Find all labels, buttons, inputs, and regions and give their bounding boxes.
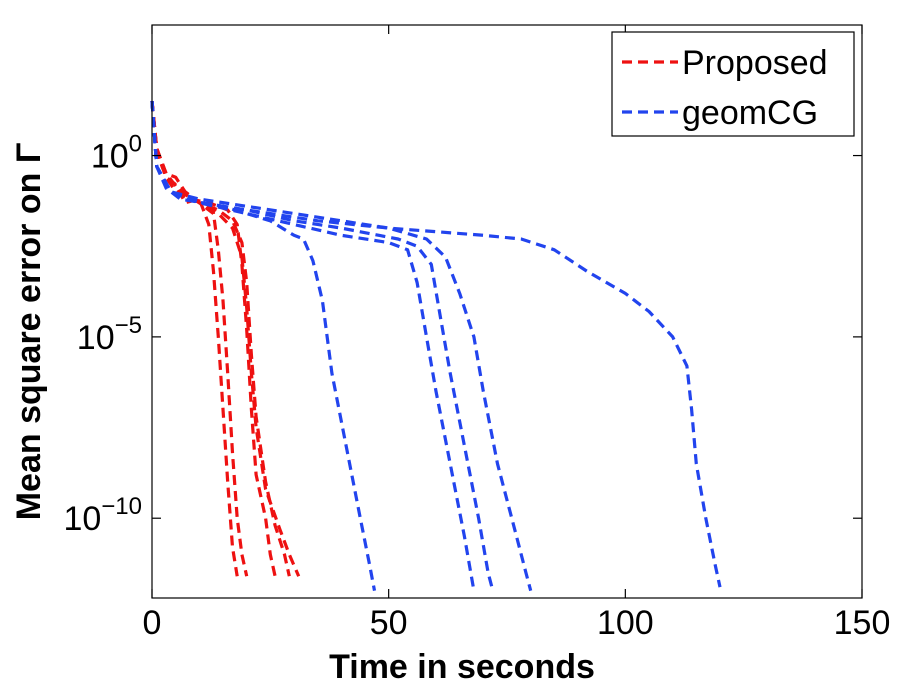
y-tick-base: 10 [91,138,129,176]
series-layer [150,101,722,592]
legend-box [611,31,855,137]
y-tick-label: 100 [91,131,142,176]
series-line-proposed-1 [150,101,239,577]
x-tick-label: 0 [143,604,162,642]
x-tick-label: 50 [370,604,408,642]
y-tick-label: 10−5 [77,312,142,357]
y-tick-exponent: −10 [101,493,142,520]
y-tick-exponent: −5 [115,312,142,339]
x-tick-label: 150 [834,604,891,642]
legend-label-geomcg: geomCG [682,94,818,132]
x-axis-label: Time in seconds [329,648,595,686]
series-line-geomcg-8 [150,101,495,592]
y-axis-label: Mean square error on Γ [10,143,48,521]
legend-label-proposed: Proposed [682,44,828,82]
y-tick-base: 10 [63,500,101,538]
axes-frame [151,24,863,599]
series-line-proposed-2 [150,101,249,577]
series-line-geomcg-6 [150,101,377,591]
series-line-proposed-3 [150,101,277,577]
series-line-geomcg-10 [150,101,722,588]
y-tick-base: 10 [77,319,115,357]
x-tick-label: 100 [597,604,654,642]
y-tick-exponent: 0 [129,131,142,158]
series-line-proposed-5 [150,101,301,577]
legend: Proposed geomCG [611,31,855,137]
y-tick-label: 10−10 [63,493,142,538]
series-line-geomcg-9 [150,101,533,592]
